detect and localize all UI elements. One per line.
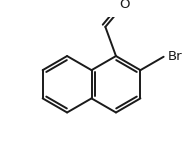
Text: O: O <box>120 0 130 11</box>
Text: Br: Br <box>168 50 182 63</box>
